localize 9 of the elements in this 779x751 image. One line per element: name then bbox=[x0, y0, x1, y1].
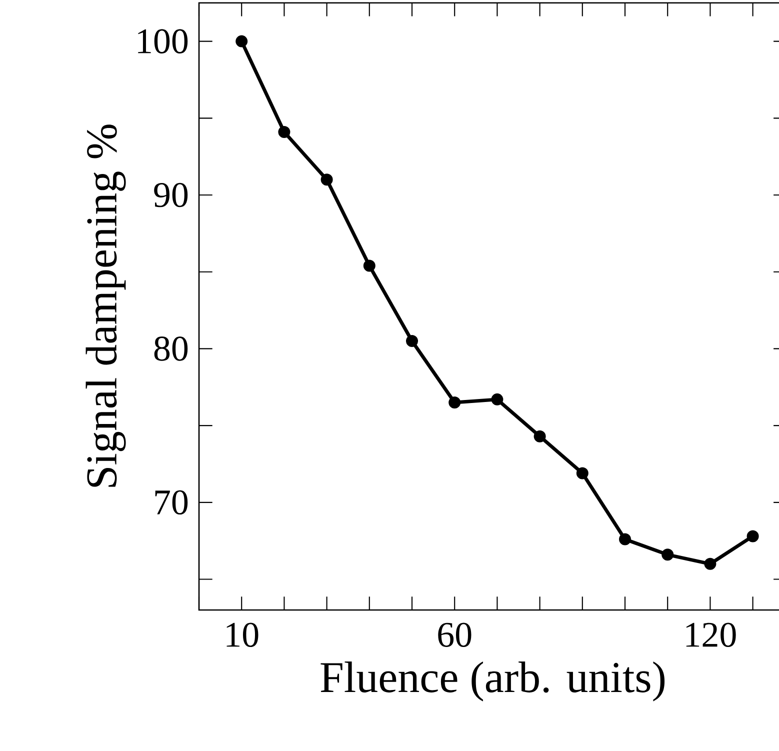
y-tick-label: 90 bbox=[154, 182, 188, 208]
x-tick-label: 60 bbox=[438, 622, 472, 648]
x-axis-title: Fluence (arb. units) bbox=[320, 661, 665, 702]
y-tick-label: 100 bbox=[138, 29, 188, 54]
y-axis-title: Signal dampening % bbox=[86, 124, 126, 487]
x-tick-label: 120 bbox=[686, 622, 736, 648]
y-tick-label: 80 bbox=[154, 336, 188, 361]
x-tick-label: 10 bbox=[226, 622, 258, 648]
y-tick-label: 70 bbox=[155, 490, 188, 515]
